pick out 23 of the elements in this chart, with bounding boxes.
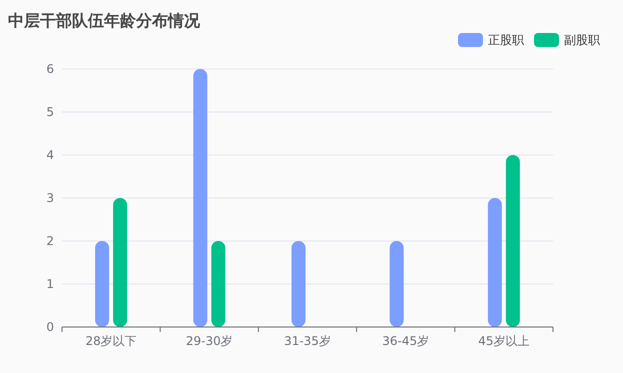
chart-title: 中层干部队伍年龄分布情况 xyxy=(8,11,201,30)
bar xyxy=(488,198,502,327)
x-tick-label: 28岁以下 xyxy=(85,334,137,348)
y-tick-label: 0 xyxy=(46,320,54,334)
x-tick-label: 29-30岁 xyxy=(186,334,233,348)
x-tick-label: 31-35岁 xyxy=(284,334,331,348)
bar xyxy=(292,241,306,327)
y-tick-label: 3 xyxy=(46,191,54,205)
bar xyxy=(211,241,226,327)
bar xyxy=(390,241,404,327)
bar xyxy=(506,155,520,327)
legend-label: 副股职 xyxy=(564,33,600,47)
bar xyxy=(113,198,128,327)
y-tick-label: 4 xyxy=(46,148,54,162)
bar xyxy=(193,69,208,327)
x-tick-label: 36-45岁 xyxy=(382,334,430,348)
x-tick-label: 45岁以上 xyxy=(478,334,530,348)
y-tick-label: 5 xyxy=(46,105,54,119)
y-tick-label: 2 xyxy=(46,234,54,248)
y-tick-label: 6 xyxy=(46,62,54,76)
legend-label: 正股职 xyxy=(488,33,524,47)
bar xyxy=(95,241,110,327)
y-tick-label: 1 xyxy=(46,277,54,291)
